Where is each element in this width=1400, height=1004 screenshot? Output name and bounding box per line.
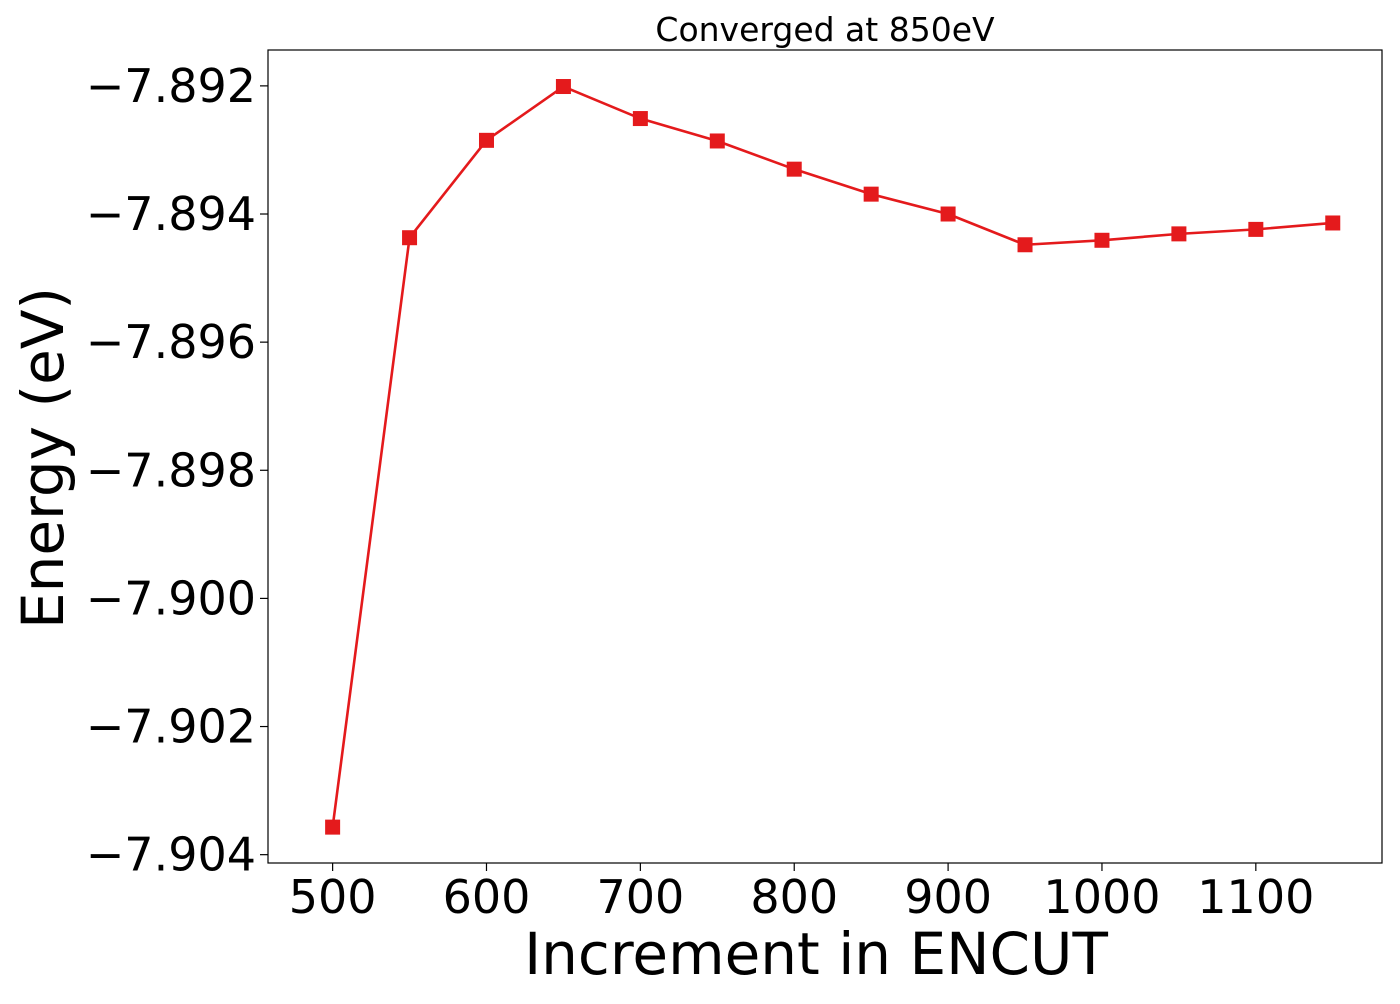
y-tick-label: −7.894 (86, 187, 256, 241)
data-point-marker (402, 230, 418, 246)
y-tick-label: −7.896 (86, 315, 256, 369)
data-point-marker (555, 79, 571, 95)
data-point-marker (709, 133, 725, 149)
data-point-marker (632, 111, 648, 127)
data-point-marker (1325, 215, 1341, 231)
x-axis-ticks: 500 600 700 800 900 1000 1100 (289, 863, 1314, 924)
data-point-marker (1171, 226, 1187, 242)
data-point-marker (1248, 221, 1264, 237)
data-point-marker (1094, 232, 1110, 248)
y-tick-label: −7.904 (86, 828, 256, 882)
series-layer (325, 79, 1341, 835)
chart-title: Converged at 850eV (655, 10, 995, 49)
data-point-marker (325, 819, 341, 835)
y-tick-label: −7.902 (86, 700, 256, 754)
x-tick-label: 500 (289, 870, 377, 924)
y-tick-label: −7.898 (86, 443, 256, 497)
data-point-marker (940, 206, 956, 222)
y-axis-label: Energy (eV) (9, 287, 77, 629)
x-axis-label: Increment in ENCUT (524, 920, 1108, 988)
x-tick-label: 1100 (1197, 870, 1314, 924)
x-tick-label: 800 (750, 870, 838, 924)
y-tick-label: −7.900 (86, 571, 256, 625)
x-tick-label: 900 (904, 870, 992, 924)
data-point-marker (863, 186, 879, 202)
y-tick-label: −7.892 (86, 59, 256, 113)
plot-area (267, 49, 1383, 864)
y-axis-ticks: −7.892 −7.894 −7.896 −7.898 −7.900 −7.902 −7.9… (86, 59, 268, 882)
x-tick-label: 700 (596, 870, 684, 924)
data-point-marker (478, 132, 494, 148)
x-tick-label: 1000 (1043, 870, 1160, 924)
series-line (331, 85, 1333, 828)
data-point-marker (1017, 237, 1033, 253)
data-point-marker (786, 161, 802, 177)
x-tick-label: 600 (443, 870, 531, 924)
